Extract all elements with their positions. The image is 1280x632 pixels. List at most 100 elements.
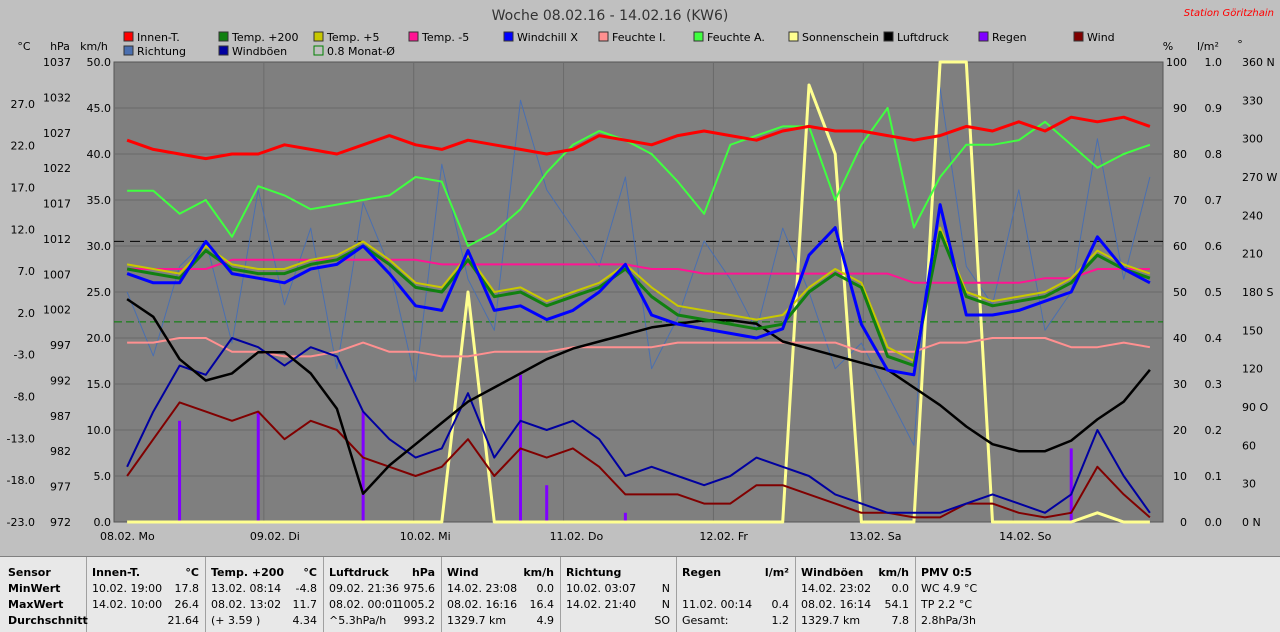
rain-tick: 0.2 <box>1205 424 1223 437</box>
unit-c: °C <box>17 40 31 53</box>
legend-swatch <box>883 31 894 42</box>
series-temp-5 <box>127 258 1150 284</box>
pressure-tick: 1007 <box>43 268 71 281</box>
stats-max_v: N <box>661 598 670 611</box>
temp-tick: -13.0 <box>7 432 35 445</box>
stats-avg_t: (+ 3.59 ) <box>211 614 261 627</box>
stats-panel: Sensor MinWert MaxWert Durchschnitt Inne… <box>0 556 1280 632</box>
legend-swatch <box>218 45 229 56</box>
wind-tick: 50.0 <box>87 56 112 69</box>
direction-tick: 150 <box>1242 324 1263 337</box>
stats-avg_t: 1329.7 km <box>447 614 507 627</box>
stats-max_v: 26.4 <box>174 598 200 611</box>
stats-max_t: 14.02. 21:40 <box>566 598 637 611</box>
legend-swatch <box>123 31 134 42</box>
stats-min_t: 10.02. 19:00 <box>92 582 163 595</box>
wind-tick: 30.0 <box>87 240 112 253</box>
stats-max_t: 11.02. 00:14 <box>682 598 753 611</box>
x-tick: 10.02. Mi <box>400 530 451 543</box>
legend-swatch <box>123 45 134 56</box>
stats-u: °C <box>303 566 317 579</box>
humidity-tick: 30 <box>1173 378 1187 391</box>
legend-swatch <box>408 31 419 42</box>
stats-min_v: 0.0 <box>536 582 555 595</box>
maxwert-label: MaxWert <box>8 598 64 611</box>
stats-max_v: 16.4 <box>529 598 555 611</box>
legend-swatch <box>503 31 514 42</box>
wind-tick: 40.0 <box>87 148 112 161</box>
temp-tick: 7.0 <box>18 265 36 278</box>
unit-lm2: l/m² <box>1197 40 1219 53</box>
stats-avg_v: 7.8 <box>891 614 910 627</box>
stats-max_v: 11.7 <box>292 598 318 611</box>
pmv-tp: TP 2.2 °C <box>921 598 973 611</box>
stats-max_t: 08.02. 16:16 <box>447 598 518 611</box>
legend-label: Windböen <box>232 45 287 58</box>
stats-avg_v: 4.34 <box>292 614 318 627</box>
temp-tick: -8.0 <box>14 391 35 404</box>
direction-tick: 270 W <box>1242 171 1277 184</box>
rain-tick: 0.6 <box>1205 240 1223 253</box>
pressure-tick: 977 <box>50 481 71 494</box>
temp-tick: 2.0 <box>18 307 36 320</box>
stats-avg_t: 1329.7 km <box>801 614 861 627</box>
legend-label: Innen-T. <box>137 31 180 44</box>
wind-tick: 45.0 <box>87 102 112 115</box>
stats-pmv-col: PMV 0:5 WC 4.9 °C TP 2.2 °C 2.8hPa/3h <box>915 557 1015 632</box>
legend-swatch <box>313 45 324 56</box>
legend-swatch <box>693 31 704 42</box>
pressure-tick: 1012 <box>43 233 71 246</box>
plot-series <box>114 60 1163 524</box>
temp-tick: -3.0 <box>14 349 35 362</box>
direction-tick: 360 N <box>1242 56 1275 69</box>
wind-tick: 10.0 <box>87 424 112 437</box>
rain-tick: 0.4 <box>1205 332 1223 345</box>
direction-tick: 0 N <box>1242 516 1261 529</box>
axes: 27.0 22.0 17.0 12.0 7.0 2.0 -3.0 -8.0 -13.0 -18.0… <box>7 56 1278 543</box>
temp-tick: 27.0 <box>11 98 36 111</box>
stats-col: Temp. +200 °C 13.02. 08:14 -4.8 08.02. 13:02… <box>205 557 324 632</box>
minwert-label: MinWert <box>8 582 61 595</box>
rain-tick: 0.1 <box>1205 470 1223 483</box>
stats-u: hPa <box>411 566 435 579</box>
rain-bar <box>178 420 182 522</box>
rain-tick: 0.9 <box>1205 102 1223 115</box>
station-name: Station Göritzhain <box>1184 8 1274 19</box>
pressure-tick: 982 <box>50 445 71 458</box>
stats-avg_v: 1.2 <box>771 614 790 627</box>
stats-min_t: 13.02. 08:14 <box>211 582 282 595</box>
stats-u: l/m² <box>764 566 789 579</box>
stats-u: °C <box>185 566 199 579</box>
stats-h: Richtung <box>566 566 622 579</box>
rain-bar <box>545 485 549 522</box>
direction-tick: 210 <box>1242 248 1263 261</box>
humidity-tick: 80 <box>1173 148 1187 161</box>
rain-bar <box>1069 448 1073 522</box>
stats-h: Wind <box>447 566 479 579</box>
rain-bar <box>361 411 365 522</box>
x-tick: 09.02. Di <box>250 530 300 543</box>
stats-col: Richtung 10.02. 03:07 N 14.02. 21:40 N SO <box>560 557 677 632</box>
stats-col: Innen-T. °C 10.02. 19:00 17.8 14.02. 10:00 26… <box>86 557 206 632</box>
x-tick: 11.02. Do <box>550 530 604 543</box>
stats-h: Regen <box>682 566 722 579</box>
stats-max_v: 0.4 <box>771 598 790 611</box>
humidity-tick: 10 <box>1173 470 1187 483</box>
pmv-header: PMV 0:5 <box>921 566 973 579</box>
legend-swatch <box>218 31 229 42</box>
stats-max_t: 14.02. 10:00 <box>92 598 163 611</box>
series-innen-t- <box>126 115 1151 161</box>
direction-tick: 300 <box>1242 133 1263 146</box>
series-luftdruck <box>126 298 1151 495</box>
rain-bar <box>256 411 260 522</box>
temp-tick: -23.0 <box>7 516 35 529</box>
series-temp-200 <box>126 230 1151 368</box>
rain-bar <box>623 512 627 522</box>
pmv-trend: 2.8hPa/3h <box>921 614 977 627</box>
temp-tick: 12.0 <box>11 223 36 236</box>
stats-avg_v: 993.2 <box>403 614 436 627</box>
stats-min_t: 14.02. 23:02 <box>801 582 872 595</box>
direction-tick: 240 <box>1242 209 1263 222</box>
humidity-tick: 0 <box>1180 516 1187 529</box>
